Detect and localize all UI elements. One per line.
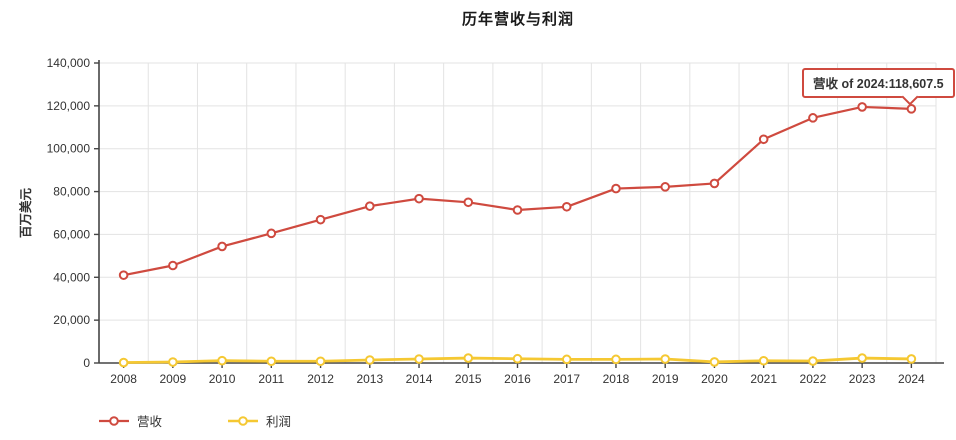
axes [98,60,944,364]
y-axis-title: 百万美元 [18,188,33,239]
revenue-point-2009[interactable] [168,260,178,271]
x-tick-label: 2011 [258,372,284,386]
y-tick-label: 20,000 [53,313,90,327]
revenue-point-2010[interactable] [217,241,227,252]
axis-tick-labels: 0 20,000 40,000 60,000 80,000 100,000 120,000 1… [47,56,925,386]
profit-point-2021[interactable] [758,355,769,366]
profit-point-2008[interactable] [118,357,129,368]
x-tick-label: 2024 [898,372,925,386]
revenue-point-2015[interactable] [463,197,474,208]
legend-label-profit: 利润 [266,415,292,429]
profit-point-2018[interactable] [611,354,621,365]
chart-title: 历年营收与利润 [461,11,574,28]
profit-line-marker-icon [228,415,259,426]
y-tick-label: 80,000 [53,185,90,199]
x-tick-label: 2014 [406,372,433,386]
revenue-point-2019[interactable] [660,182,671,192]
profit-point-2019[interactable] [660,354,671,364]
legend-label-revenue: 营收 [137,415,163,429]
tooltip-text: 营收 of 2024:118,607.5 [813,77,944,91]
revenue-point-2016[interactable] [512,205,523,215]
x-tick-label: 2021 [750,372,777,386]
x-tick-label: 2022 [800,372,827,386]
x-tick-label: 2015 [455,372,482,386]
revenue-point-2014[interactable] [414,193,424,204]
legend: 营收 利润 [98,411,291,430]
revenue-point-2020[interactable] [709,178,720,189]
x-tick-label: 2009 [160,372,187,386]
x-tick-label: 2013 [356,372,383,386]
revenue-point-2012[interactable] [315,214,326,225]
profit-point-2017[interactable] [561,354,572,365]
legend-item-revenue[interactable]: 营收 [98,411,162,430]
y-tick-label: 0 [83,356,90,370]
revenue-point-2023[interactable] [857,102,867,112]
profit-point-2016[interactable] [512,353,523,364]
revenue-point-2008[interactable] [118,270,129,280]
x-tick-label: 2016 [504,372,531,386]
x-tick-label: 2019 [652,372,679,386]
revenue-point-2018[interactable] [611,183,621,194]
y-tick-label: 40,000 [53,270,90,284]
x-tick-label: 2012 [307,372,334,386]
y-tick-label: 60,000 [53,227,90,241]
revenue-point-2017[interactable] [561,201,572,212]
profit-point-2009[interactable] [168,357,178,367]
profit-point-2010[interactable] [217,355,227,366]
revenue-point-2022[interactable] [808,113,818,123]
tooltip: 营收 of 2024:118,607.5 [802,68,955,106]
profit-point-2012[interactable] [315,356,326,367]
profit-point-2022[interactable] [808,356,818,366]
legend-item-profit[interactable]: 利润 [227,411,291,430]
revenue-line-marker-icon [99,415,129,426]
x-tick-label: 2023 [849,372,876,386]
x-tick-label: 2018 [603,372,630,386]
profit-point-2015[interactable] [463,353,474,363]
revenue-line [122,105,913,277]
x-tick-label: 2008 [110,372,137,386]
x-tick-label: 2020 [701,372,728,386]
profit-point-2023[interactable] [857,353,867,363]
profit-point-2024[interactable] [906,354,917,364]
series-lines [118,102,917,368]
x-tick-label: 2010 [209,372,236,386]
x-tick-label: 2017 [553,372,580,386]
y-tick-label: 120,000 [47,99,91,113]
y-tick-label: 140,000 [47,56,91,70]
revenue-point-2011[interactable] [266,228,277,239]
revenue-point-2024[interactable] [906,104,917,114]
revenue-point-2021[interactable] [758,134,769,145]
profit-point-2011[interactable] [266,356,277,367]
revenue-point-2013[interactable] [364,201,375,211]
profit-point-2013[interactable] [364,355,375,365]
profit-point-2014[interactable] [414,354,424,364]
profit-point-2020[interactable] [709,357,720,367]
y-tick-label: 100,000 [47,142,91,156]
